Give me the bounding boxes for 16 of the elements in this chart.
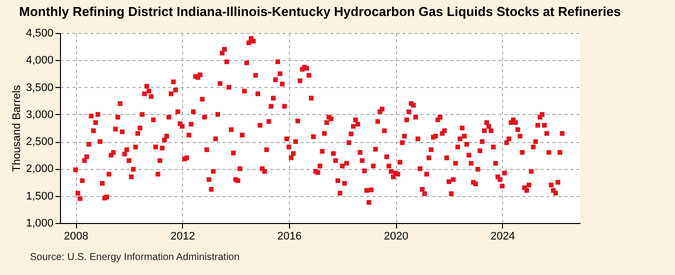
x-tick-label: 2016	[277, 230, 302, 242]
y-tick-label: 3,500	[26, 82, 54, 94]
x-tick-label: 2008	[64, 230, 88, 242]
chart-title: Monthly Refining District Indiana-Illinois-Kentucky Hydrocarbon Gas Liquids Stocks at Refineries	[19, 4, 621, 19]
source-note: Source: U.S. Energy Information Administration	[30, 252, 240, 263]
x-tick-label: 2012	[170, 230, 196, 242]
y-tick-label: 1,500	[26, 190, 54, 202]
x-tick-label: 2024	[490, 230, 515, 242]
y-tick-label: 4,500	[26, 28, 54, 40]
y-tick-label: 1,000	[26, 218, 54, 230]
y-tick-label: 2,500	[26, 136, 54, 148]
y-tick-label: 3,000	[26, 108, 54, 121]
y-axis-title: Thousand Barrels	[10, 84, 23, 172]
x-tick-label: 2020	[384, 230, 408, 242]
y-tick-label: 4,000	[26, 54, 54, 67]
y-tick-label: 2,000	[26, 163, 54, 176]
